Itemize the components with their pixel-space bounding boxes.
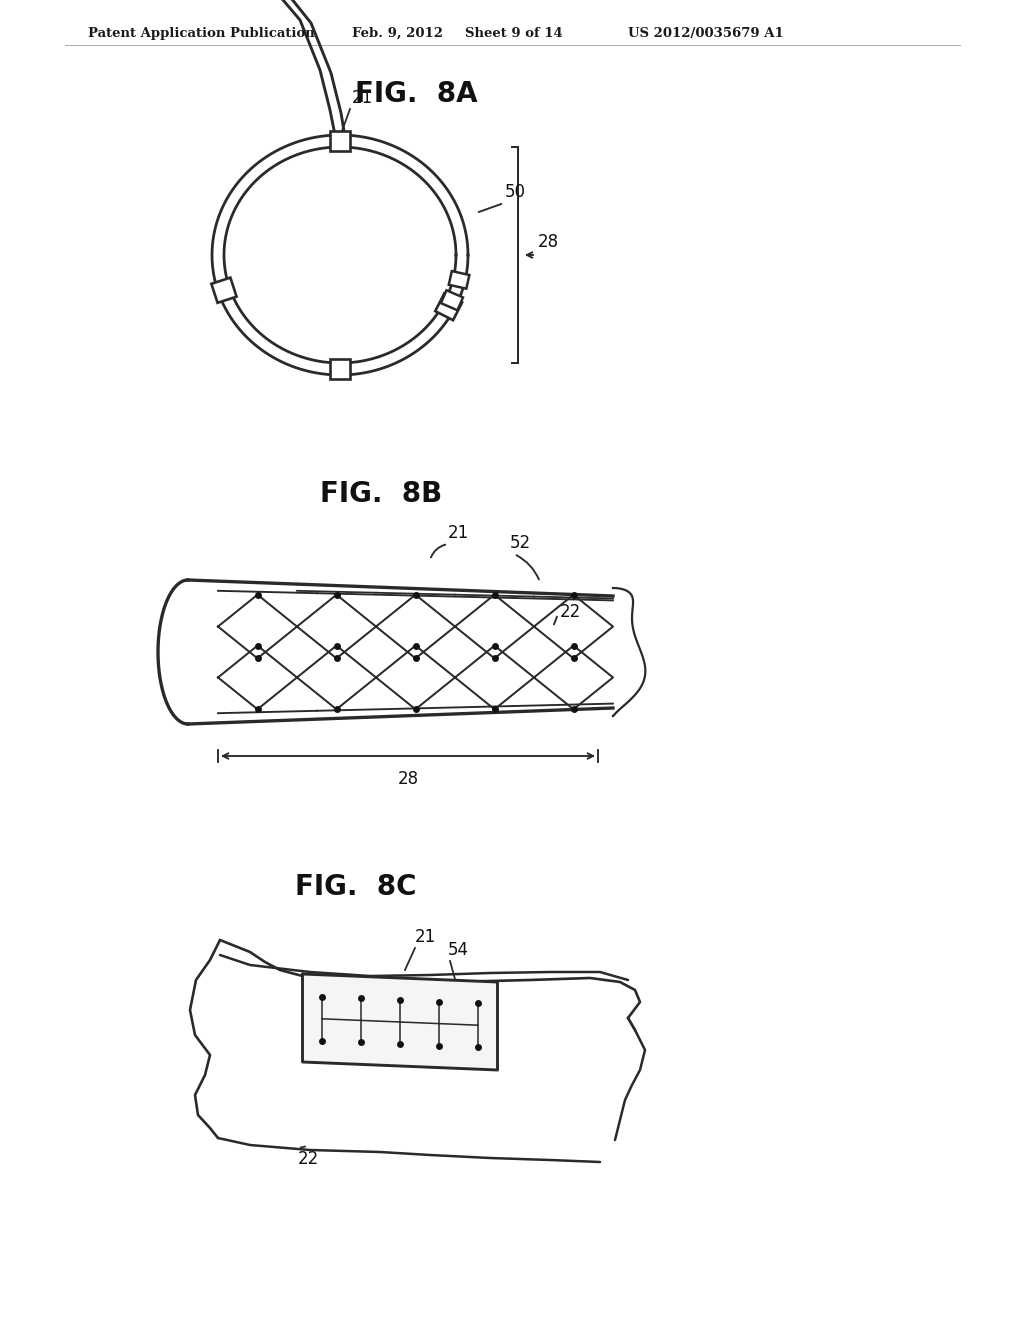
Text: Patent Application Publication: Patent Application Publication: [88, 26, 314, 40]
Text: 54: 54: [449, 941, 469, 960]
Text: 52: 52: [510, 535, 531, 552]
Text: 28: 28: [538, 234, 559, 251]
Text: 28: 28: [397, 770, 419, 788]
Text: 22: 22: [298, 1150, 319, 1168]
Text: FIG.  8C: FIG. 8C: [295, 873, 417, 902]
Text: FIG.  8A: FIG. 8A: [355, 81, 477, 108]
Text: US 2012/0035679 A1: US 2012/0035679 A1: [628, 26, 783, 40]
Text: 22: 22: [560, 603, 582, 620]
Bar: [211, 277, 237, 302]
Bar: [435, 293, 462, 321]
Bar: [330, 359, 350, 379]
Text: Sheet 9 of 14: Sheet 9 of 14: [465, 26, 563, 40]
Text: 21: 21: [352, 88, 374, 107]
Bar: [449, 271, 469, 289]
Text: Feb. 9, 2012: Feb. 9, 2012: [352, 26, 443, 40]
Bar: [441, 290, 463, 310]
Text: 21: 21: [449, 524, 469, 543]
Bar: [330, 131, 350, 150]
Text: FIG.  8B: FIG. 8B: [319, 480, 442, 508]
Text: 21: 21: [415, 928, 436, 946]
Polygon shape: [302, 974, 498, 1071]
Text: 50: 50: [505, 183, 526, 201]
